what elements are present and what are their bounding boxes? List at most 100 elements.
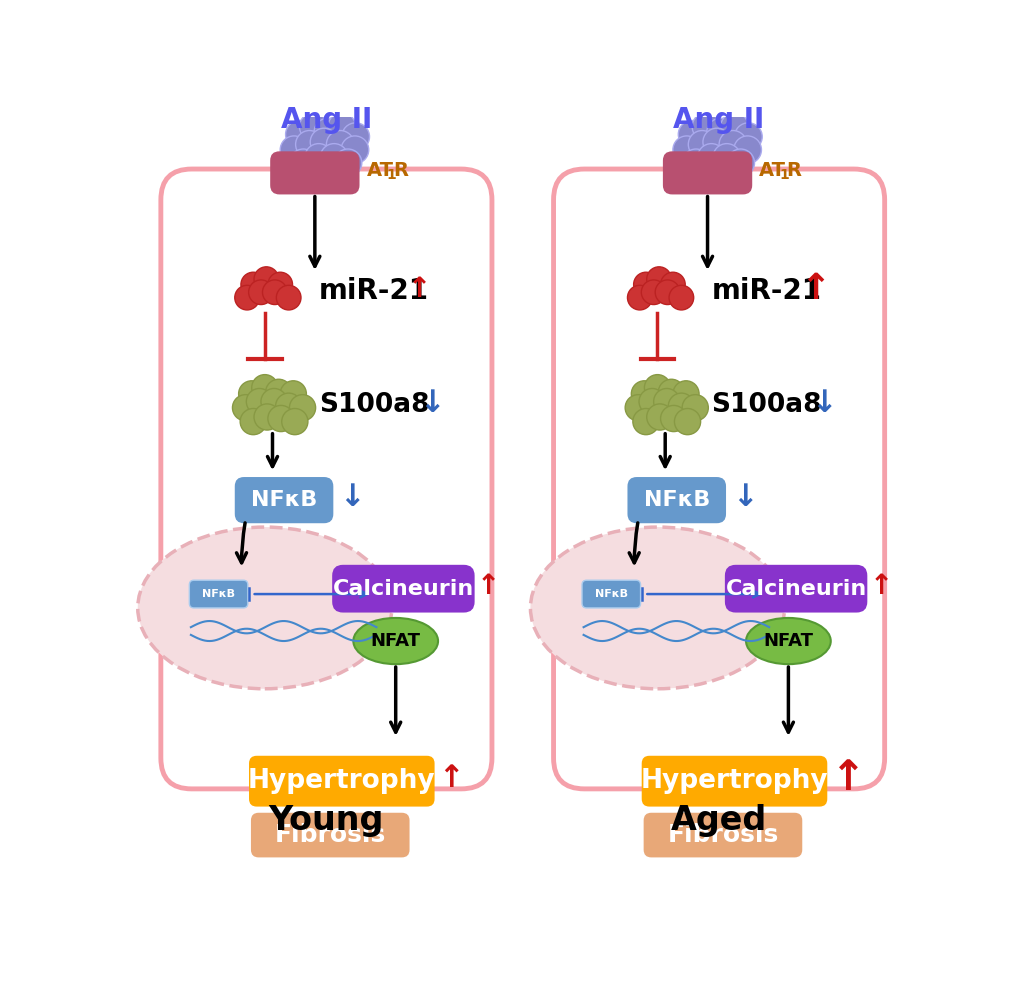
FancyBboxPatch shape [251,812,410,858]
Circle shape [254,267,278,292]
Text: ↓: ↓ [811,388,837,417]
Circle shape [674,409,700,435]
Circle shape [268,273,292,298]
Text: S100a8: S100a8 [710,391,821,417]
Circle shape [632,409,658,435]
FancyBboxPatch shape [190,581,248,608]
Text: Calcineurin: Calcineurin [332,579,474,599]
Circle shape [692,113,719,141]
Text: ↓: ↓ [339,482,365,512]
Circle shape [697,145,725,173]
Circle shape [673,382,698,407]
Circle shape [633,273,657,298]
Circle shape [326,131,354,159]
Text: Fibrosis: Fibrosis [274,822,385,846]
Text: NFAT: NFAT [370,632,420,650]
Circle shape [638,389,664,415]
Circle shape [727,150,754,177]
Circle shape [646,267,671,292]
Circle shape [653,389,680,415]
Circle shape [682,150,709,177]
Text: Ang II: Ang II [673,106,764,134]
Circle shape [646,404,673,431]
Text: Hypertrophy: Hypertrophy [248,767,435,793]
Circle shape [334,150,362,177]
Circle shape [285,121,313,149]
Text: ↓: ↓ [419,388,444,417]
Text: NFAT: NFAT [762,632,812,650]
Circle shape [673,137,700,165]
Circle shape [268,406,293,432]
Circle shape [657,380,684,406]
Text: ↑: ↑ [477,571,499,599]
Ellipse shape [530,528,784,689]
Circle shape [644,376,669,401]
Circle shape [660,273,685,298]
Circle shape [668,286,693,311]
Ellipse shape [745,618,829,665]
Ellipse shape [353,618,437,665]
Circle shape [706,119,734,147]
Circle shape [281,409,308,435]
Circle shape [734,123,761,152]
Circle shape [654,281,680,306]
FancyBboxPatch shape [161,170,491,789]
FancyBboxPatch shape [249,756,434,807]
Circle shape [296,131,323,159]
Text: S100a8: S100a8 [318,391,429,417]
Circle shape [265,380,291,406]
Circle shape [310,129,337,157]
FancyBboxPatch shape [641,756,826,807]
Circle shape [252,376,277,401]
Circle shape [238,382,265,407]
Circle shape [718,131,746,159]
Circle shape [341,123,369,152]
FancyBboxPatch shape [553,170,883,789]
Circle shape [239,409,266,435]
Circle shape [280,137,308,165]
FancyBboxPatch shape [332,565,474,613]
Text: ↑: ↑ [830,756,865,799]
Text: Calcineurin: Calcineurin [725,579,866,599]
Circle shape [328,113,356,141]
Circle shape [289,150,317,177]
Text: Young: Young [268,804,384,836]
Text: NFκB: NFκB [251,489,317,509]
Text: NFκB: NFκB [643,489,709,509]
Circle shape [305,145,332,173]
Circle shape [625,395,651,421]
Circle shape [320,145,347,173]
Text: AT: AT [366,161,393,180]
Circle shape [261,389,287,415]
Text: ↑: ↑ [799,272,829,306]
Circle shape [340,137,369,165]
Text: R: R [786,161,800,179]
Circle shape [249,281,273,306]
Circle shape [682,395,707,421]
Text: ↑: ↑ [407,275,430,303]
Circle shape [254,404,280,431]
Circle shape [232,395,259,421]
Text: 1: 1 [386,168,395,181]
Circle shape [275,393,302,420]
Circle shape [234,286,259,311]
FancyBboxPatch shape [643,812,802,858]
Circle shape [631,382,657,407]
Circle shape [641,281,665,306]
Text: miR-21: miR-21 [318,277,428,305]
FancyBboxPatch shape [627,477,726,524]
Circle shape [678,121,705,149]
Circle shape [280,382,306,407]
Circle shape [262,281,287,306]
Text: Fibrosis: Fibrosis [666,822,777,846]
Circle shape [667,393,694,420]
Circle shape [720,113,748,141]
Text: miR-21: miR-21 [710,277,820,305]
Circle shape [688,131,715,159]
Circle shape [733,137,761,165]
Text: 1: 1 [779,168,788,181]
Ellipse shape [138,528,391,689]
Text: ↑: ↑ [869,571,892,599]
Circle shape [276,286,301,311]
Circle shape [240,273,265,298]
